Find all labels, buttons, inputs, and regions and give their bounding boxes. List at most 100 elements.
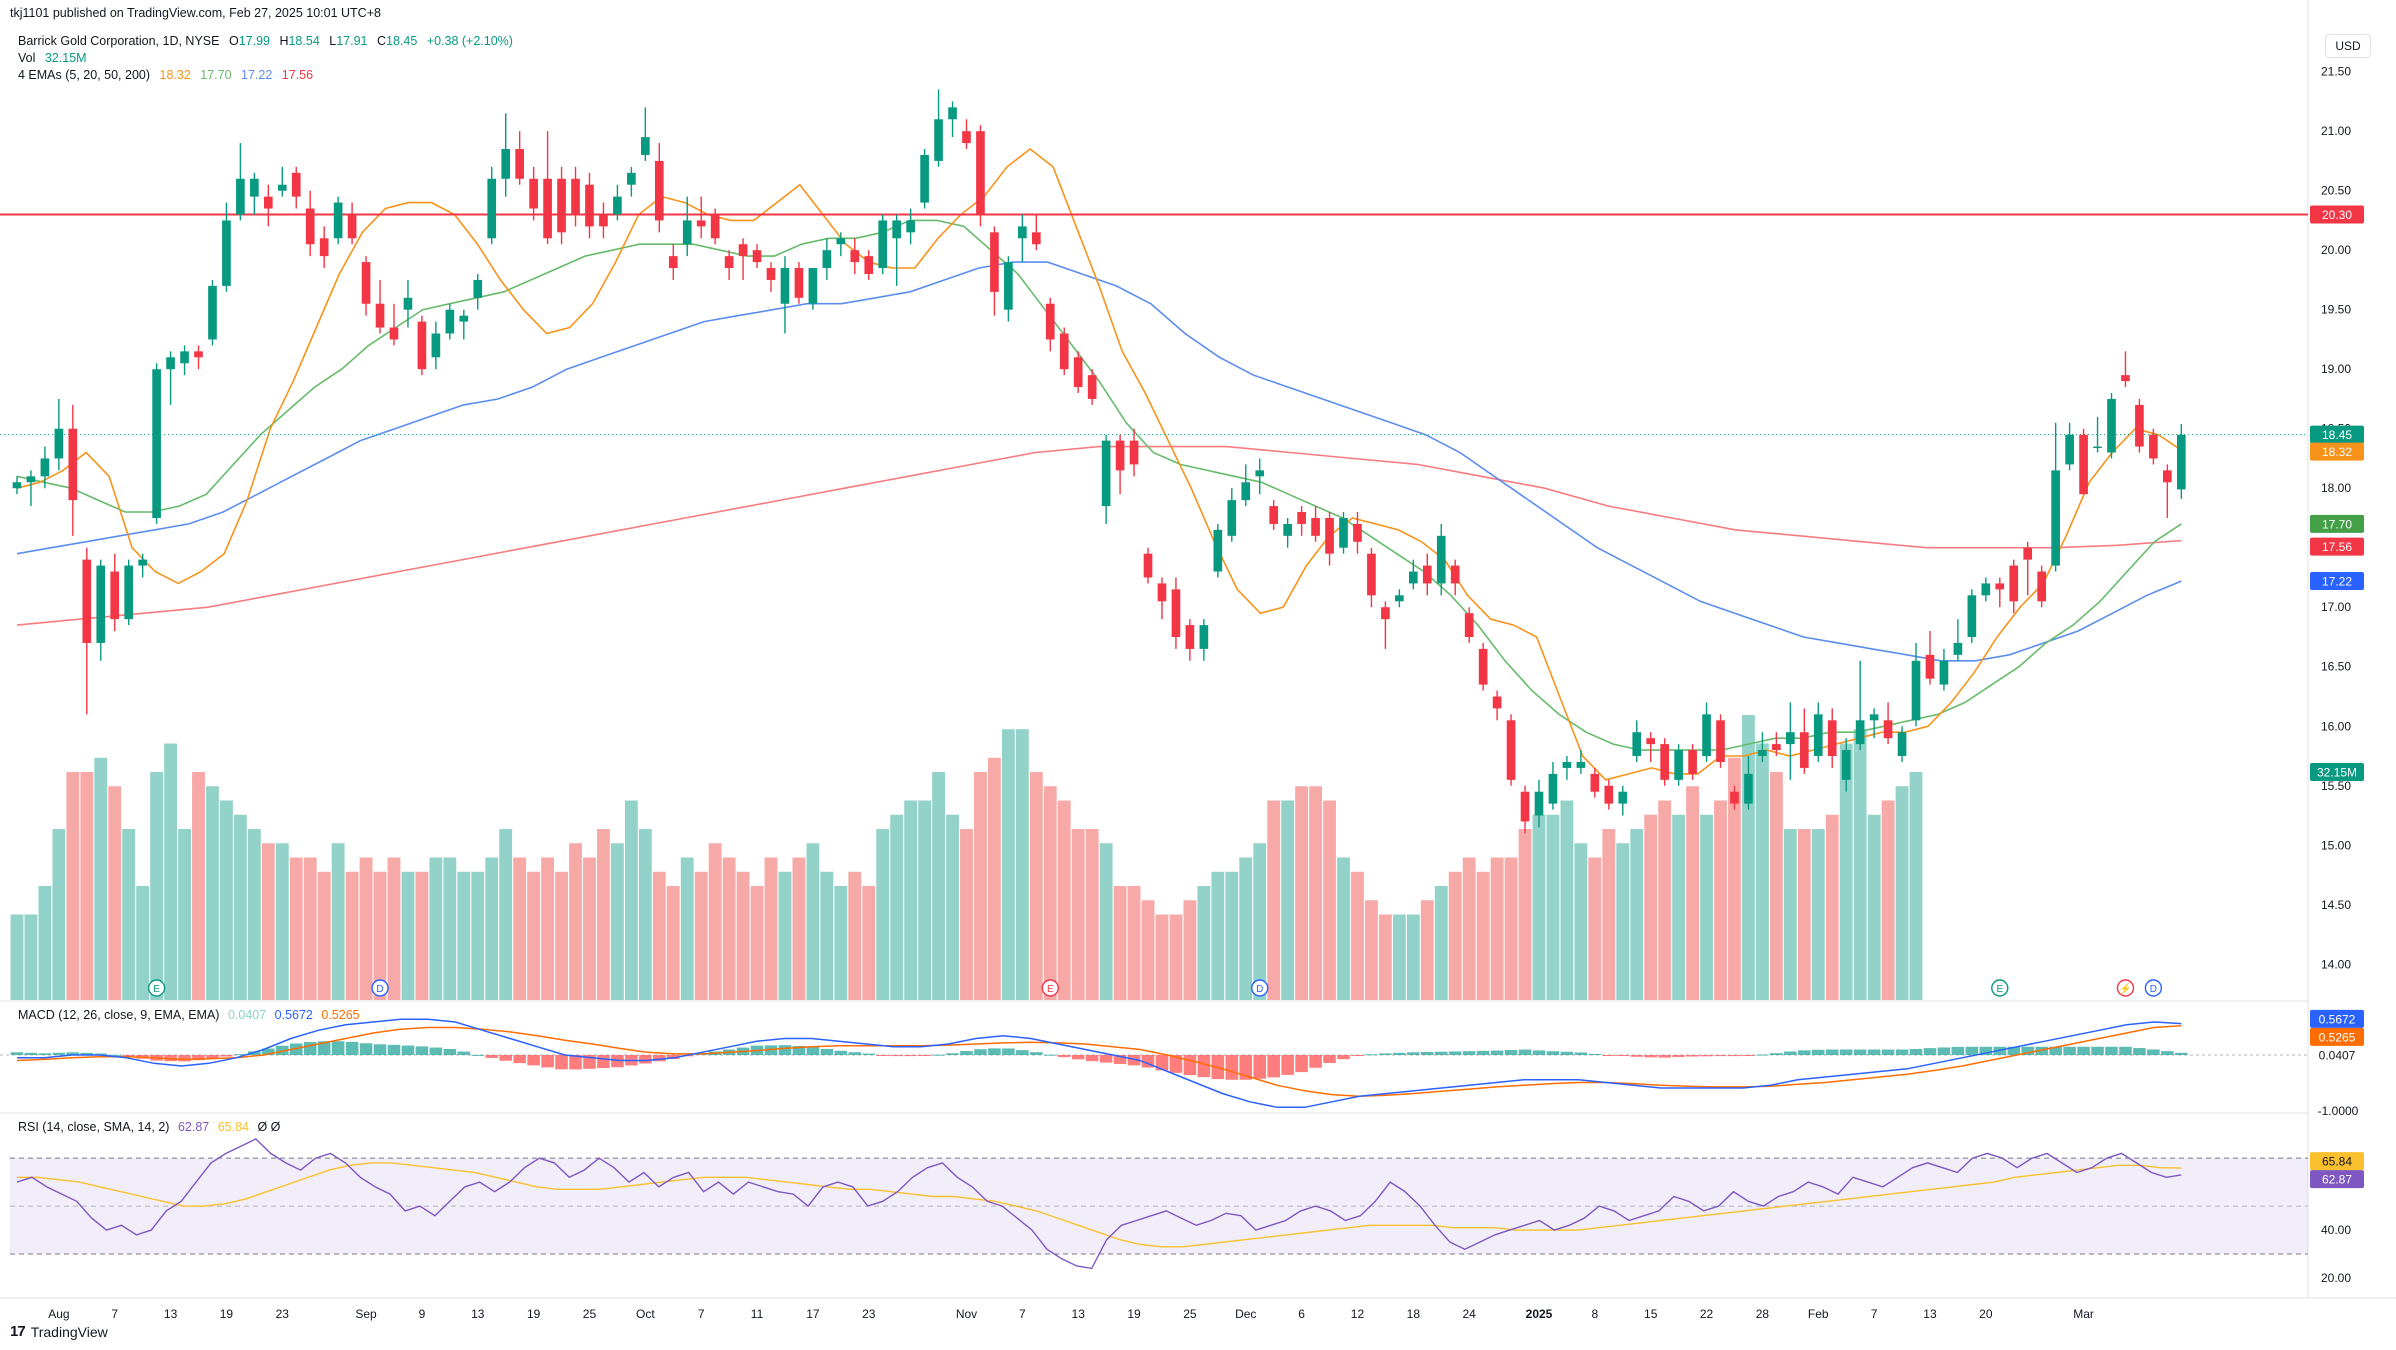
candle-body[interactable] xyxy=(1185,625,1195,649)
candle-body[interactable] xyxy=(333,202,343,239)
candle-body[interactable] xyxy=(1883,720,1893,739)
candle-body[interactable] xyxy=(934,119,943,161)
candle-body[interactable] xyxy=(1632,732,1642,757)
candle-body[interactable] xyxy=(1129,440,1139,465)
candle-body[interactable] xyxy=(1534,791,1544,816)
candle-body[interactable] xyxy=(654,160,664,221)
candle-body[interactable] xyxy=(1492,696,1502,709)
candle-body[interactable] xyxy=(152,369,161,518)
volume-label[interactable]: Vol xyxy=(18,51,36,65)
candle-body[interactable] xyxy=(1115,440,1125,471)
earnings-marker-icon[interactable] xyxy=(1991,979,2009,997)
candle-body[interactable] xyxy=(1772,744,1781,751)
candle-body[interactable] xyxy=(962,131,971,144)
candle-body[interactable] xyxy=(1045,303,1055,340)
candle-body[interactable] xyxy=(1646,738,1656,745)
candle-body[interactable] xyxy=(1199,625,1209,649)
candle-body[interactable] xyxy=(864,256,874,274)
candle-body[interactable] xyxy=(1004,262,1013,310)
candle-body[interactable] xyxy=(1031,232,1041,245)
candle-body[interactable] xyxy=(1562,761,1572,768)
candle-body[interactable] xyxy=(1464,613,1474,637)
candle-body[interactable] xyxy=(668,256,678,269)
candle-body[interactable] xyxy=(1604,785,1614,804)
candle-body[interactable] xyxy=(389,327,399,340)
candle-body[interactable] xyxy=(766,268,776,280)
candle-body[interactable] xyxy=(836,238,846,245)
candle-body[interactable] xyxy=(1786,732,1795,745)
candle-body[interactable] xyxy=(222,220,231,286)
candle-body[interactable] xyxy=(2135,404,2144,447)
candle-body[interactable] xyxy=(12,482,22,489)
earnings-marker-icon[interactable] xyxy=(147,979,166,997)
candle-body[interactable] xyxy=(1213,529,1223,572)
earnings-marker-icon[interactable] xyxy=(1041,979,1059,997)
candle-body[interactable] xyxy=(1143,553,1153,578)
candle-body[interactable] xyxy=(878,220,888,269)
symbol-title[interactable]: Barrick Gold Corporation, 1D, NYSE xyxy=(18,34,220,48)
candle-body[interactable] xyxy=(2163,470,2172,483)
candle-body[interactable] xyxy=(976,131,985,215)
candle-body[interactable] xyxy=(68,428,78,501)
candle-body[interactable] xyxy=(1227,500,1237,536)
candle-body[interactable] xyxy=(1548,773,1558,804)
candle-body[interactable] xyxy=(515,149,524,179)
candle-body[interactable] xyxy=(2009,565,2019,602)
candle-body[interactable] xyxy=(1716,720,1725,762)
candle-body[interactable] xyxy=(1436,535,1446,584)
candle-body[interactable] xyxy=(794,268,804,298)
candle-body[interactable] xyxy=(1911,660,1921,721)
candle-body[interactable] xyxy=(1939,660,1949,685)
candle-body[interactable] xyxy=(473,279,483,298)
candle-body[interactable] xyxy=(599,214,608,227)
candle-body[interactable] xyxy=(2051,470,2060,566)
candle-body[interactable] xyxy=(1702,714,1711,757)
candle-body[interactable] xyxy=(1381,607,1390,620)
candle-body[interactable] xyxy=(682,220,692,245)
candle-body[interactable] xyxy=(613,196,622,215)
candle-body[interactable] xyxy=(627,172,636,185)
candle-body[interactable] xyxy=(1408,571,1418,584)
candle-body[interactable] xyxy=(920,154,929,203)
candle-body[interactable] xyxy=(40,458,50,477)
candle-body[interactable] xyxy=(529,178,538,209)
candle-body[interactable] xyxy=(710,214,720,239)
candle-body[interactable] xyxy=(54,428,64,459)
candle-body[interactable] xyxy=(1660,744,1669,780)
candle-body[interactable] xyxy=(543,178,552,239)
candle-body[interactable] xyxy=(1395,595,1404,602)
candle-body[interactable] xyxy=(445,309,455,334)
candle-body[interactable] xyxy=(948,107,957,120)
candle-body[interactable] xyxy=(1618,791,1628,804)
candle-body[interactable] xyxy=(319,238,329,257)
candle-body[interactable] xyxy=(2176,434,2186,490)
candle-body[interactable] xyxy=(1241,482,1251,501)
candle-body[interactable] xyxy=(1339,517,1348,548)
candle-body[interactable] xyxy=(487,178,497,239)
candle-body[interactable] xyxy=(2023,547,2033,560)
candle-body[interactable] xyxy=(738,244,748,257)
candle-body[interactable] xyxy=(641,137,650,155)
candle-body[interactable] xyxy=(305,208,315,245)
candle-body[interactable] xyxy=(1087,375,1097,399)
candle-body[interactable] xyxy=(1101,440,1111,507)
ema-label[interactable]: 4 EMAs (5, 20, 50, 200) xyxy=(18,68,151,82)
candle-body[interactable] xyxy=(124,565,134,620)
candle-body[interactable] xyxy=(1758,750,1767,757)
candle-body[interactable] xyxy=(431,333,441,358)
candle-body[interactable] xyxy=(208,285,217,340)
candle-body[interactable] xyxy=(850,250,860,263)
candle-body[interactable] xyxy=(585,184,594,227)
candle-body[interactable] xyxy=(557,178,566,233)
candle-body[interactable] xyxy=(906,220,915,233)
candle-body[interactable] xyxy=(1953,642,1963,655)
candle-body[interactable] xyxy=(1422,565,1432,584)
macd-title[interactable]: MACD (12, 26, close, 9, EMA, EMA) xyxy=(18,1008,220,1022)
candle-body[interactable] xyxy=(1995,583,2005,590)
candle-body[interactable] xyxy=(1157,583,1167,602)
candle-body[interactable] xyxy=(180,351,189,364)
dividend-marker-icon[interactable] xyxy=(1251,979,1269,997)
candle-body[interactable] xyxy=(1520,791,1530,822)
candle-body[interactable] xyxy=(1478,648,1488,685)
